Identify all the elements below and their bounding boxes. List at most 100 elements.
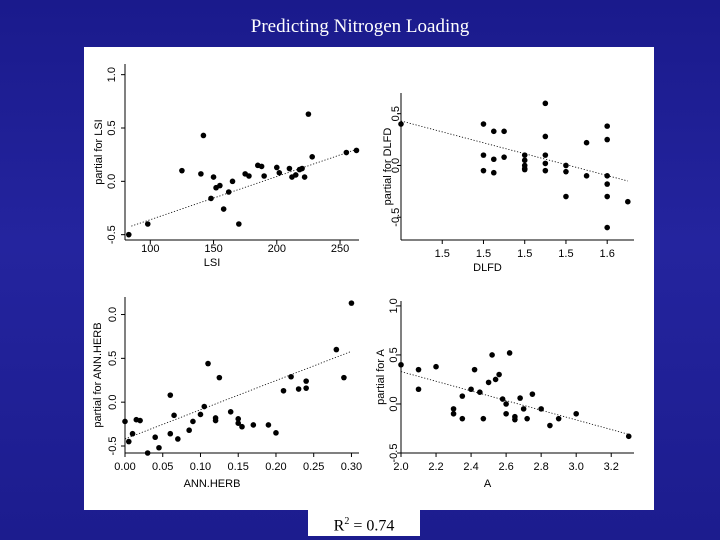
data-point <box>477 389 483 396</box>
data-point <box>604 193 610 200</box>
y-tick-label: 0.5 <box>388 347 400 362</box>
y-axis-label: partial for A <box>375 349 387 405</box>
x-axis-label: LSI <box>204 257 221 269</box>
data-point <box>480 415 487 422</box>
data-point <box>227 409 234 415</box>
x-tick-label: 100 <box>141 243 159 255</box>
x-tick-label: 1.5 <box>517 248 532 260</box>
data-point <box>225 189 232 195</box>
data-point <box>398 361 404 368</box>
x-tick-label: 0.30 <box>341 461 362 473</box>
slide-title: Predicting Nitrogen Loading <box>250 16 470 37</box>
data-point <box>348 300 355 306</box>
data-point <box>517 395 523 401</box>
data-point <box>190 418 196 425</box>
data-point <box>468 386 474 393</box>
data-point <box>301 174 308 180</box>
data-point <box>295 386 302 392</box>
data-point <box>212 417 219 424</box>
data-point <box>521 152 528 158</box>
data-point <box>604 173 610 179</box>
x-tick-label: 250 <box>331 243 349 255</box>
partial-regression-plots: 100 150 200 250 -0.5 0.0 0.5 1.0 LSI partial for … <box>92 64 634 490</box>
y-tick-label: -0.5 <box>107 437 119 456</box>
data-point <box>492 376 499 383</box>
data-point <box>273 164 280 171</box>
x-tick-label: 0.00 <box>114 461 135 473</box>
y-tick-label: 0.5 <box>106 120 118 135</box>
data-point <box>273 430 279 436</box>
data-point <box>520 406 527 412</box>
data-point <box>521 166 528 173</box>
x-tick-label: 200 <box>268 243 286 255</box>
data-point <box>210 174 217 180</box>
x-tick-label: 0.25 <box>303 461 324 473</box>
y-tick-label: 0.5 <box>390 106 402 121</box>
data-point <box>480 152 487 158</box>
data-point <box>450 406 457 412</box>
data-point <box>137 417 143 424</box>
data-point <box>583 173 590 179</box>
data-point <box>490 128 497 135</box>
data-point <box>265 422 272 428</box>
data-point <box>167 392 174 398</box>
data-point <box>604 123 610 129</box>
data-point <box>305 111 312 117</box>
y-axis-label: partial for DLFD <box>382 128 394 206</box>
data-point <box>625 198 631 205</box>
data-point <box>496 371 502 378</box>
data-point <box>156 444 162 451</box>
plot-panel: 100 150 200 250 -0.5 0.0 0.5 1.0 LSI partial for … <box>84 47 654 510</box>
data-point <box>250 422 257 428</box>
data-point <box>398 121 404 127</box>
data-point <box>555 415 562 422</box>
data-point <box>125 231 132 238</box>
data-point <box>604 181 610 187</box>
y-tick-label: 0.0 <box>390 158 402 173</box>
r-squared-box: R2 = 0.74 <box>308 508 420 536</box>
data-point <box>480 121 487 127</box>
r2-prefix: R <box>333 517 345 535</box>
data-point <box>529 391 536 397</box>
data-point <box>144 221 151 227</box>
y-axis-label: partial for ANN.HERB <box>92 322 104 427</box>
y-tick-label: -0.5 <box>388 444 400 463</box>
data-point <box>186 427 192 434</box>
x-tick-label: 150 <box>204 243 222 255</box>
data-point <box>286 165 293 172</box>
data-point <box>485 379 492 386</box>
data-point <box>433 363 439 370</box>
x-tick-label: 2.4 <box>463 461 478 473</box>
data-point <box>547 422 553 429</box>
data-point <box>129 430 136 437</box>
data-point <box>490 156 497 163</box>
data-point <box>280 387 287 394</box>
data-point <box>171 412 177 419</box>
data-point <box>299 165 305 172</box>
data-point <box>197 411 204 418</box>
data-point <box>573 410 579 417</box>
data-point <box>144 450 151 456</box>
data-point <box>216 374 223 381</box>
x-tick-label: 2.8 <box>534 461 549 473</box>
data-point <box>503 401 509 407</box>
x-axis-label: ANN.HERB <box>184 478 241 490</box>
x-tick-label: 2.0 <box>393 461 408 473</box>
x-tick-label: 3.2 <box>604 461 619 473</box>
data-point <box>563 168 569 175</box>
data-point <box>261 173 267 179</box>
y-tick-label: 1.0 <box>106 67 118 82</box>
data-point <box>303 378 309 384</box>
r2-superscript: 2 <box>344 516 350 527</box>
y-tick-label: -0.5 <box>390 208 402 227</box>
x-tick-label: 1.5 <box>435 248 450 260</box>
data-point <box>229 178 236 185</box>
data-point <box>276 170 283 176</box>
data-point <box>459 415 466 422</box>
x-tick-label: 1.5 <box>558 248 573 260</box>
data-point <box>235 420 242 427</box>
y-tick-label: 0.0 <box>388 396 400 411</box>
data-point <box>512 413 518 420</box>
x-tick-label: 2.6 <box>498 461 513 473</box>
data-point <box>503 410 509 417</box>
